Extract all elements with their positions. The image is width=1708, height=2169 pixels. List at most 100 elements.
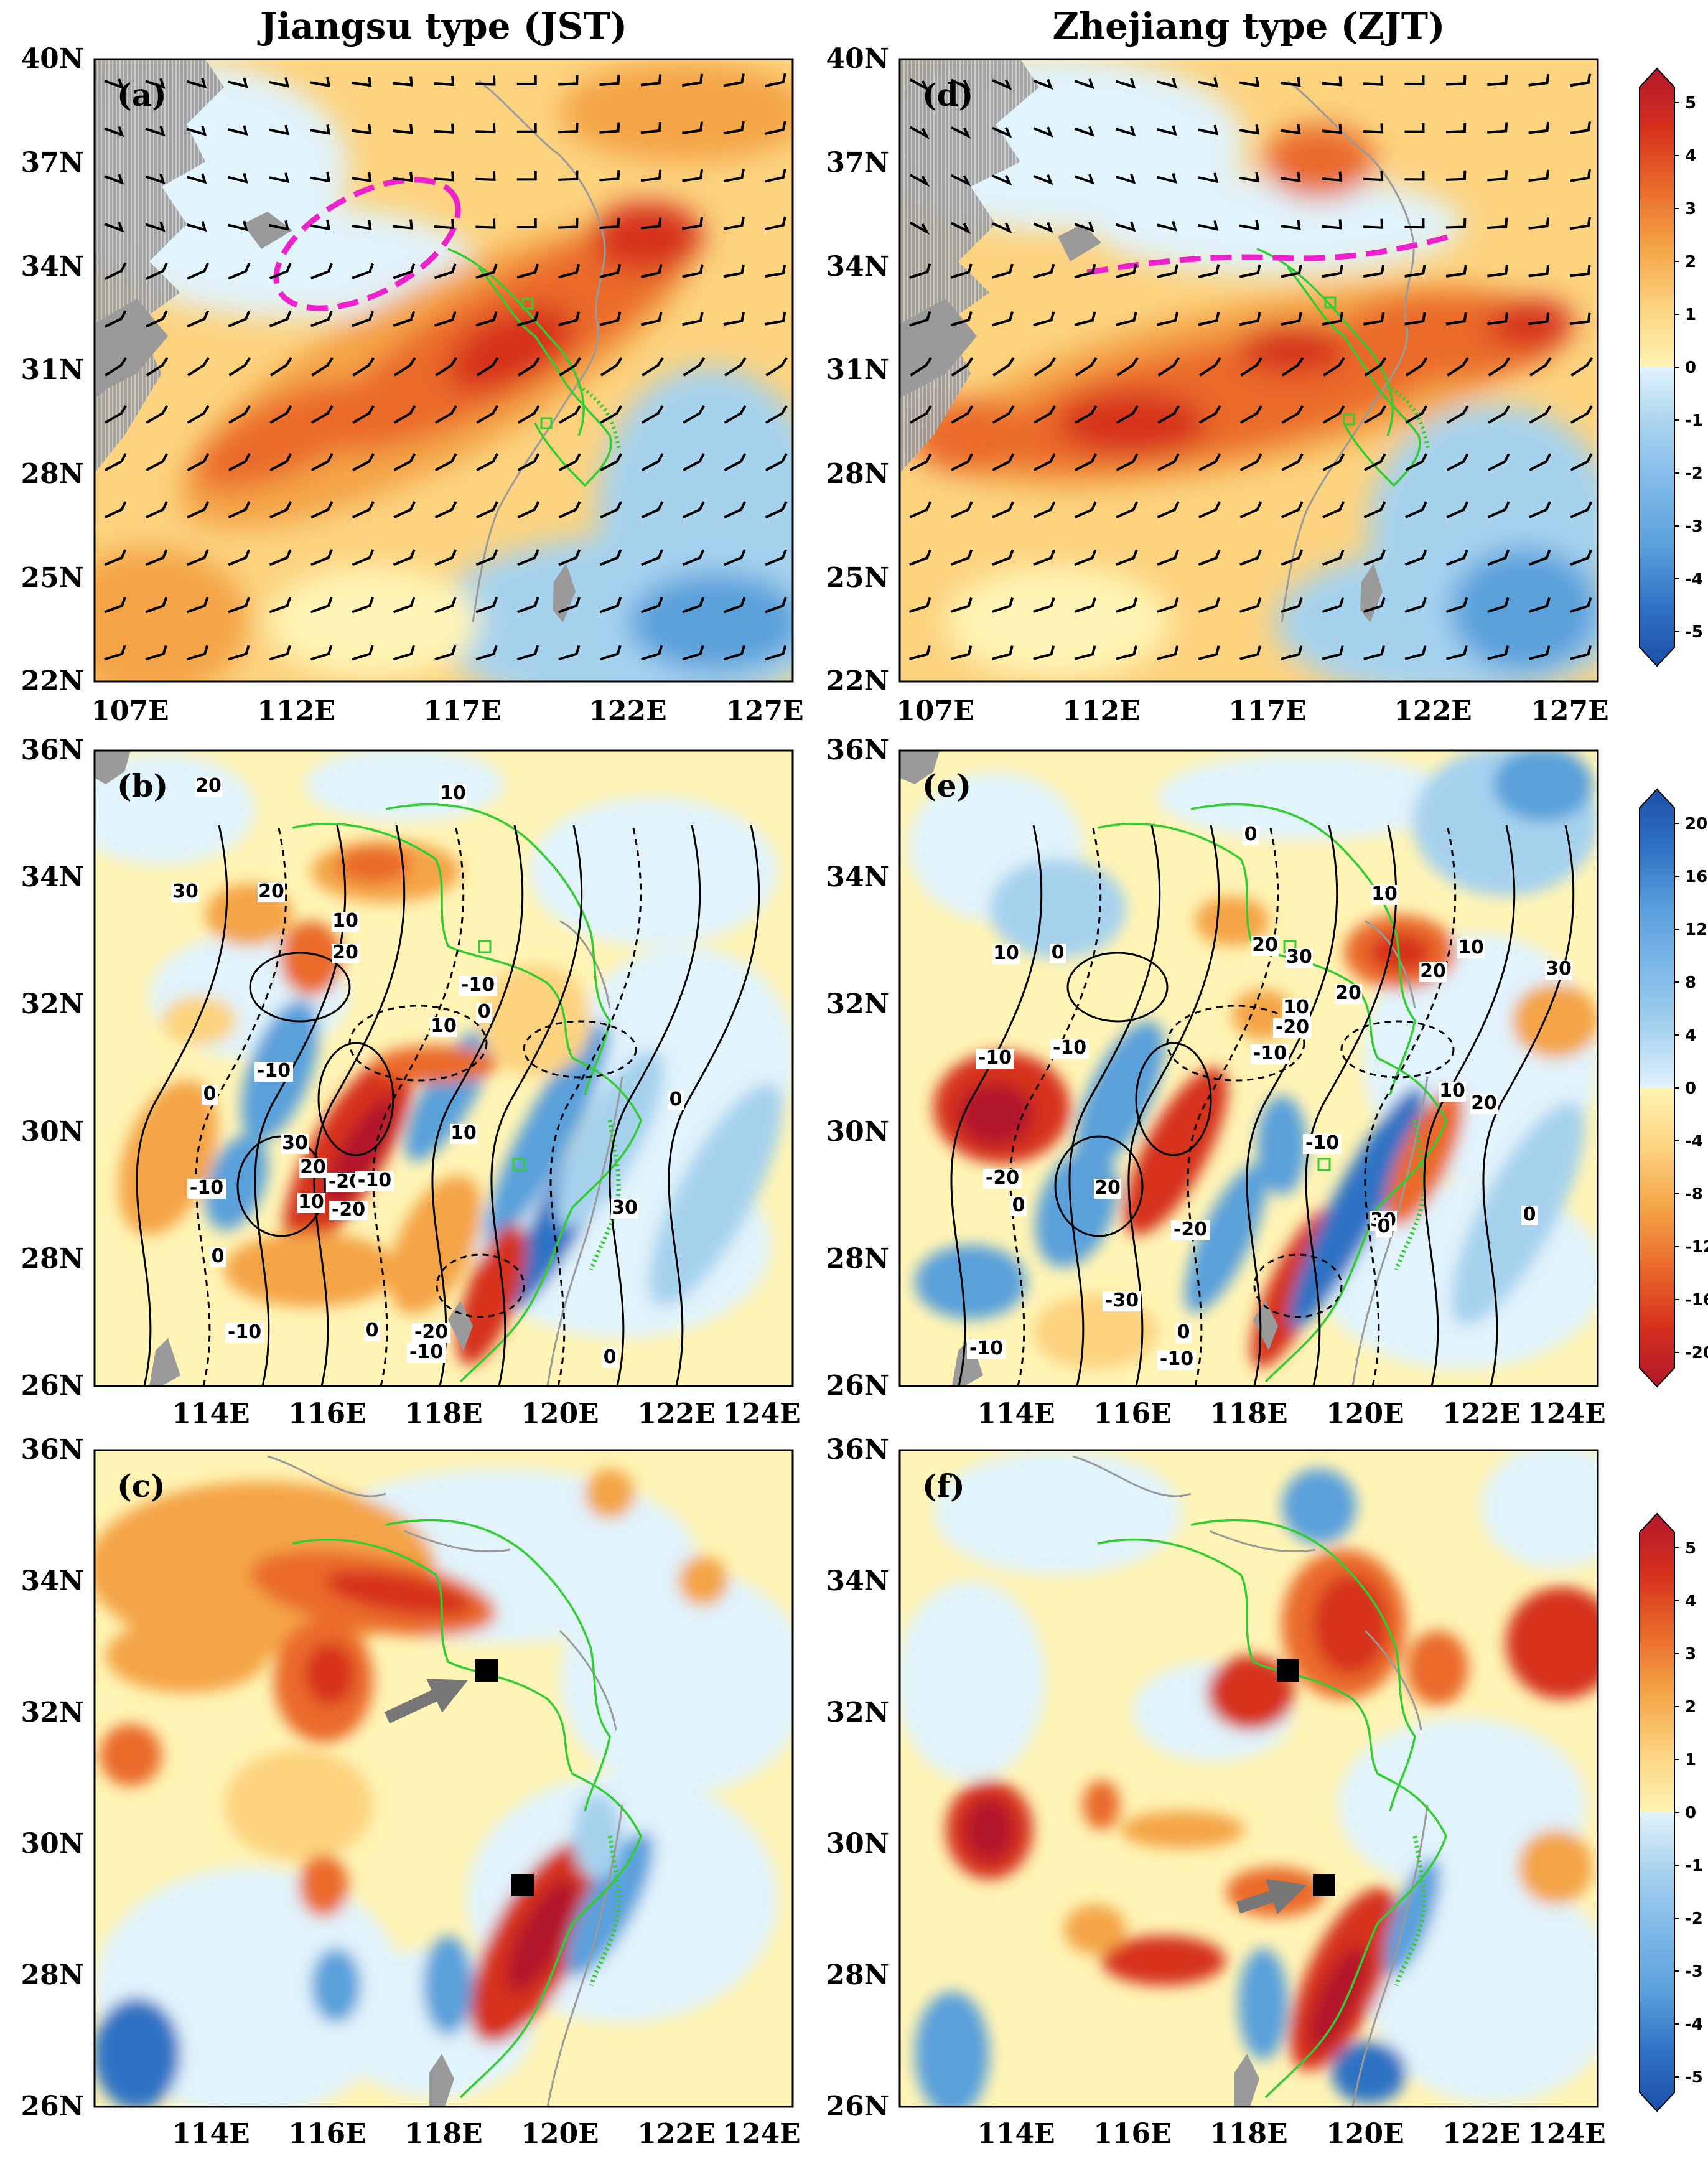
wind-barb [435, 357, 457, 377]
wind-barb [1115, 173, 1136, 184]
wind-barb [1445, 645, 1468, 660]
lat-tick: 26N [826, 1370, 889, 1402]
wind-barb [1239, 597, 1262, 613]
lon-tick: 118E [404, 2118, 482, 2150]
wind-barb [765, 549, 788, 566]
wind-barb [228, 263, 251, 280]
wind-barb [1074, 645, 1096, 660]
contour-label-bg [1103, 1291, 1141, 1311]
contour-value-label: -10 [228, 1321, 261, 1343]
wind-barb [909, 222, 930, 235]
colorbar-label: 4 [1685, 147, 1696, 166]
lat-tick: 26N [21, 2091, 84, 2122]
wind-barb [723, 217, 745, 230]
wind-barb [558, 123, 579, 134]
wind-barb [1404, 597, 1427, 613]
panel-label-e: (e) [922, 767, 971, 804]
wind-barb [475, 311, 498, 327]
wind-barb [1446, 549, 1468, 566]
contour-value-label: -10 [1253, 1042, 1287, 1064]
wind-barb [950, 597, 973, 613]
lat-tick: 32N [826, 1697, 889, 1728]
contour-value-label: 0 [212, 1245, 225, 1267]
wind-barb [765, 453, 788, 472]
row2-left-lon-ticks: 114E 116E 118E 120E 122E 124E [172, 1398, 800, 1430]
wind-barb [765, 645, 787, 661]
wind-barb [640, 264, 663, 278]
wind-barb [1528, 312, 1550, 326]
wind-barb [187, 310, 209, 328]
wind-barb [269, 220, 289, 231]
wind-barb [1281, 124, 1301, 134]
wind-barb [559, 357, 581, 377]
contour-value-label: -20 [332, 1199, 365, 1220]
colorbar-2: 20 16 12 8 4 0 -4 -8 -12 -16 -20 [1639, 788, 1708, 1388]
wind-barb [1445, 312, 1467, 326]
wind-barb [146, 405, 169, 424]
wind-barb [992, 126, 1012, 138]
wind-barb [1364, 357, 1386, 377]
wind-barb [1322, 453, 1345, 471]
lon-tick: 118E [404, 1398, 482, 1430]
contour-value-label: 10 [1458, 937, 1484, 958]
wind-barb [104, 310, 127, 328]
wind-barb [352, 76, 372, 87]
wind-barb [1198, 264, 1220, 278]
wind-barb [1528, 645, 1551, 660]
contour-value-label: -10 [461, 974, 495, 996]
lon-tick: 118E [1210, 2118, 1287, 2150]
wind-barb [104, 405, 127, 424]
wind-barb [104, 597, 126, 614]
contour-value-label: 0 [1523, 1204, 1536, 1225]
lat-tick: 37N [826, 147, 889, 179]
wind-barb [1445, 170, 1467, 181]
contour-label-bg [1470, 1094, 1498, 1114]
contour-label-bg [1439, 1082, 1466, 1102]
wind-barb [682, 597, 704, 614]
contour-label-bg [297, 1193, 325, 1213]
wind-barb [310, 124, 331, 135]
wind-barb [683, 357, 706, 377]
wind-barb [1322, 405, 1345, 424]
wind-barb [765, 501, 788, 519]
wind-barb [145, 310, 168, 328]
lat-tick: 36N [826, 734, 889, 766]
wind-barb [104, 222, 124, 233]
contour-value-label: 20 [1335, 982, 1361, 1004]
wind-barb [1239, 645, 1261, 660]
wind-barb [1281, 357, 1304, 377]
lat-tick: 34N [826, 1565, 889, 1597]
contour-loop [1054, 1135, 1144, 1237]
colorbar-label: 2 [1685, 253, 1696, 271]
contour-label-bg [1050, 1039, 1089, 1059]
wind-barb [1322, 549, 1345, 566]
contour-value-label: 20 [195, 775, 222, 797]
wind-barb [559, 405, 581, 424]
wind-barb [641, 597, 663, 614]
wind-barb [393, 453, 416, 472]
wind-barb [1198, 311, 1220, 326]
lat-tick: 25N [21, 562, 84, 594]
contour-label-bg [430, 1017, 457, 1037]
wind-barb [434, 263, 457, 279]
wind-barb [600, 405, 623, 424]
lon-tick: 112E [257, 695, 335, 727]
contour-label-bg [611, 1199, 638, 1219]
contour-value-label: 30 [1546, 958, 1572, 980]
contour-line [609, 825, 701, 1386]
wind-barb [517, 405, 540, 424]
wind-barb [146, 357, 169, 377]
wind-barb [1528, 121, 1550, 134]
colorbar-label: -4 [1685, 1132, 1703, 1151]
contour-value-label: 30 [282, 1132, 308, 1154]
wind-barb [1198, 597, 1221, 613]
lon-tick: 120E [1326, 2118, 1404, 2150]
lat-tick: 34N [826, 861, 889, 893]
wind-barb [1447, 357, 1469, 377]
lat-tick: 28N [21, 1959, 84, 1991]
wind-barb [1487, 265, 1508, 278]
contour-label-bg [450, 1124, 477, 1144]
wind-barb [475, 501, 498, 519]
lat-tick: 34N [826, 251, 889, 283]
contour-label-bg [299, 1158, 327, 1178]
